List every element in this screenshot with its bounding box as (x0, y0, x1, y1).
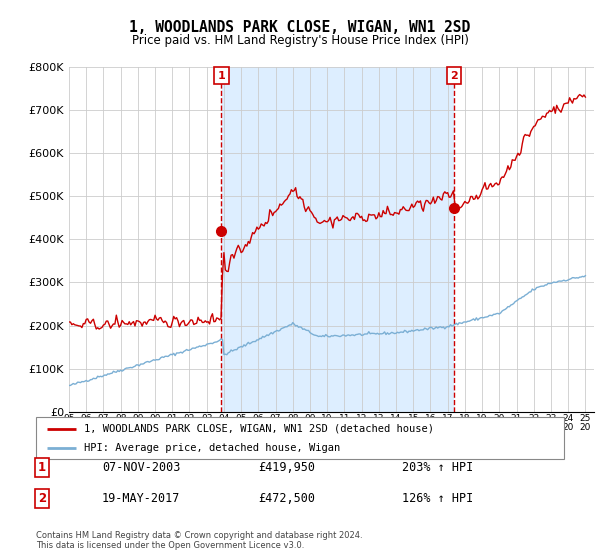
Text: Price paid vs. HM Land Registry's House Price Index (HPI): Price paid vs. HM Land Registry's House … (131, 34, 469, 46)
Text: HPI: Average price, detached house, Wigan: HPI: Average price, detached house, Wiga… (83, 443, 340, 453)
Text: 203% ↑ HPI: 203% ↑ HPI (402, 461, 473, 474)
Text: 1, WOODLANDS PARK CLOSE, WIGAN, WN1 2SD (detached house): 1, WOODLANDS PARK CLOSE, WIGAN, WN1 2SD … (83, 423, 434, 433)
Text: 1: 1 (217, 71, 225, 81)
Text: £472,500: £472,500 (258, 492, 315, 505)
Text: £419,950: £419,950 (258, 461, 315, 474)
FancyBboxPatch shape (36, 417, 564, 459)
Text: 126% ↑ HPI: 126% ↑ HPI (402, 492, 473, 505)
Text: 19-MAY-2017: 19-MAY-2017 (102, 492, 181, 505)
Text: 07-NOV-2003: 07-NOV-2003 (102, 461, 181, 474)
Text: 2: 2 (38, 492, 46, 505)
Text: 1: 1 (38, 461, 46, 474)
Text: 1, WOODLANDS PARK CLOSE, WIGAN, WN1 2SD: 1, WOODLANDS PARK CLOSE, WIGAN, WN1 2SD (130, 20, 470, 35)
Text: 2: 2 (450, 71, 458, 81)
Text: Contains HM Land Registry data © Crown copyright and database right 2024.
This d: Contains HM Land Registry data © Crown c… (36, 530, 362, 550)
